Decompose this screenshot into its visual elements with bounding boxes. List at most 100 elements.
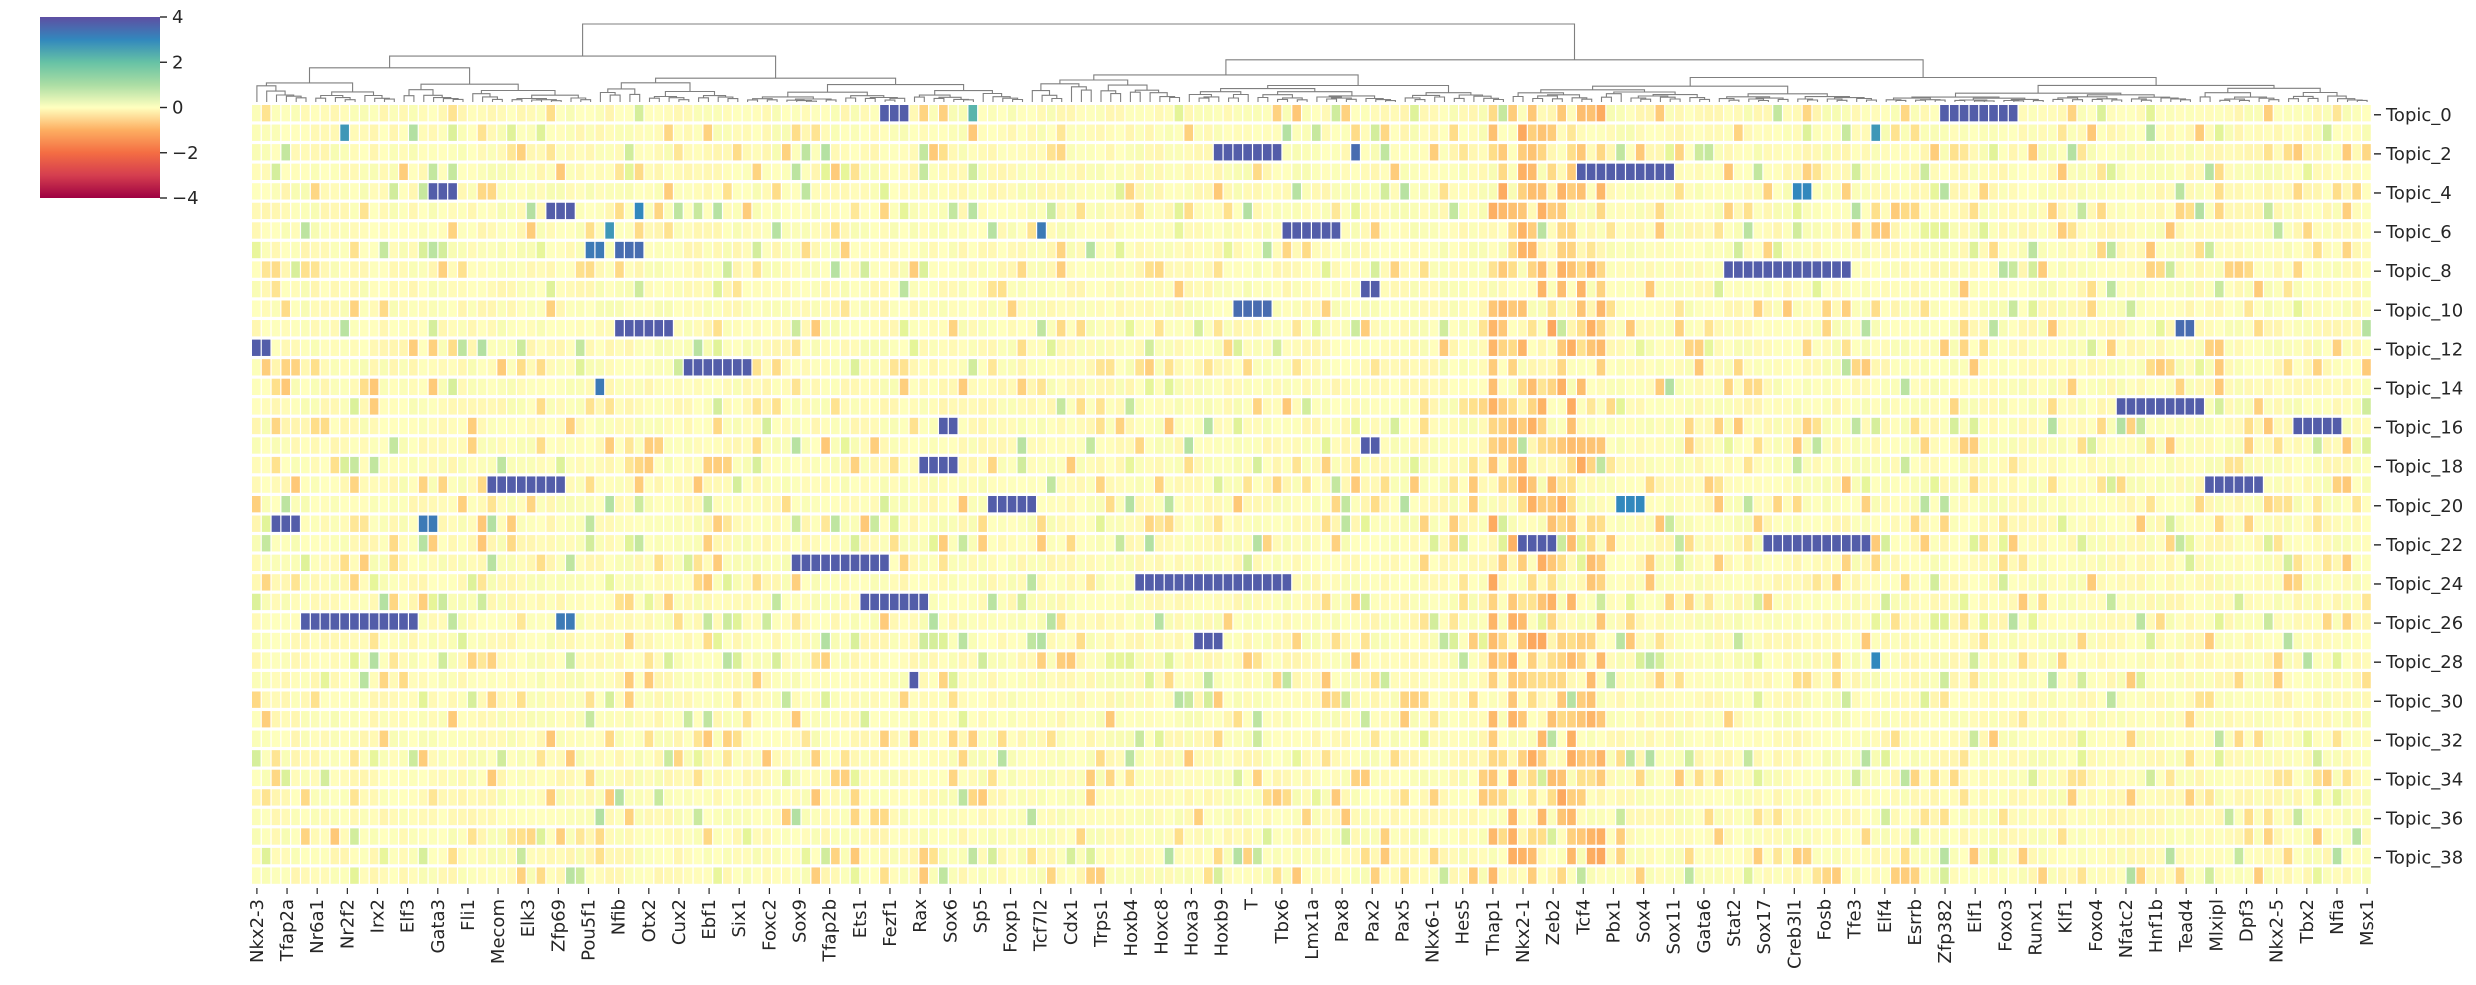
heatmap-cell — [310, 105, 320, 122]
heatmap-cell — [2185, 378, 2195, 396]
heatmap-cell — [1773, 280, 1782, 298]
heatmap-cell — [389, 144, 399, 161]
heatmap-cell — [1969, 124, 1979, 141]
heatmap-cell — [1812, 105, 1822, 122]
heatmap-cell — [1037, 417, 1046, 435]
heatmap-cell — [1498, 476, 1508, 493]
heatmap-cell — [713, 339, 722, 356]
heatmap-cell — [811, 124, 821, 141]
heatmap-cell — [2107, 105, 2116, 122]
heatmap-cell — [301, 124, 310, 141]
heatmap-cell — [615, 378, 624, 396]
heatmap-cell — [1037, 124, 1046, 141]
heatmap-cell — [1527, 241, 1537, 259]
heatmap-cell — [359, 241, 369, 259]
heatmap-cell — [2146, 183, 2155, 200]
heatmap-cell — [2195, 261, 2204, 278]
heatmap-cell — [782, 280, 791, 298]
heatmap-cell — [742, 261, 752, 278]
heatmap-cell — [1979, 261, 1989, 278]
heatmap-cell — [1675, 437, 1684, 454]
heatmap-cell — [526, 144, 536, 161]
heatmap-cell — [1802, 417, 1812, 435]
heatmap-cell — [870, 378, 879, 396]
heatmap-cell — [1253, 105, 1262, 122]
dendrogram-link — [1198, 97, 1210, 102]
heatmap-cell — [281, 202, 291, 220]
heatmap-cell — [379, 105, 389, 122]
heatmap-cell — [1223, 437, 1233, 454]
heatmap-cell — [1547, 222, 1557, 239]
heatmap-cell — [1321, 437, 1331, 454]
heatmap-cell — [664, 280, 673, 298]
heatmap-cell — [497, 163, 506, 180]
heatmap-cell — [703, 183, 713, 200]
heatmap-cell — [1213, 183, 1223, 200]
heatmap-cell — [2087, 202, 2096, 220]
heatmap-cell — [1871, 124, 1881, 141]
heatmap-cell — [271, 515, 281, 532]
heatmap-cell — [2008, 398, 2018, 415]
heatmap-cell — [919, 222, 929, 239]
heatmap-cell — [517, 202, 526, 220]
heatmap-cell — [1900, 476, 1910, 493]
heatmap-cell — [1096, 359, 1105, 376]
heatmap-cell — [1331, 241, 1341, 259]
heatmap-cell — [428, 339, 438, 356]
heatmap-cell — [566, 280, 575, 298]
heatmap-cell — [1282, 183, 1292, 200]
heatmap-cell — [2048, 183, 2057, 200]
heatmap-cell — [271, 280, 281, 298]
heatmap-cell — [1292, 105, 1301, 122]
heatmap-cell — [2156, 241, 2165, 259]
heatmap-cell — [939, 280, 948, 298]
dendrogram-link — [1385, 100, 1396, 102]
heatmap-cell — [2126, 476, 2136, 493]
heatmap-cell — [1616, 339, 1625, 356]
heatmap-cell — [919, 280, 929, 298]
heatmap-cell — [409, 437, 418, 454]
heatmap-cell — [438, 261, 448, 278]
heatmap-cell — [1370, 124, 1380, 141]
heatmap-cell — [1096, 105, 1105, 122]
heatmap-cell — [1547, 339, 1557, 356]
heatmap-cell — [1233, 476, 1243, 493]
heatmap-cell — [1154, 496, 1164, 513]
heatmap-cell — [1773, 144, 1782, 161]
heatmap-cell — [1763, 378, 1773, 396]
heatmap-cell — [1616, 398, 1625, 415]
heatmap-cell — [1194, 359, 1203, 376]
heatmap-cell — [1174, 280, 1184, 298]
heatmap-cell — [379, 144, 389, 161]
heatmap-cell — [1763, 241, 1773, 259]
heatmap-cell — [1567, 417, 1576, 435]
dendrogram-link — [1002, 97, 1019, 102]
heatmap-cell — [448, 241, 457, 259]
dendrogram-link — [805, 100, 817, 102]
heatmap-cell — [2028, 515, 2038, 532]
heatmap-cell — [880, 496, 889, 513]
heatmap-cell — [2224, 105, 2234, 122]
heatmap-cell — [703, 241, 713, 259]
heatmap-cell — [1105, 359, 1115, 376]
heatmap-cell — [683, 183, 693, 200]
heatmap-cell — [2283, 183, 2293, 200]
heatmap-cell — [340, 437, 349, 454]
heatmap-cell — [2244, 320, 2254, 337]
heatmap-cell — [1243, 320, 1252, 337]
heatmap-cell — [1842, 496, 1851, 513]
heatmap-cell — [261, 105, 271, 122]
heatmap-cell — [1341, 300, 1351, 317]
heatmap-cell — [693, 300, 703, 317]
heatmap-cell — [526, 300, 536, 317]
heatmap-cell — [2273, 163, 2283, 180]
heatmap-cell — [1743, 359, 1753, 376]
heatmap-cell — [556, 183, 565, 200]
heatmap-cell — [1096, 183, 1105, 200]
heatmap-cell — [310, 378, 320, 396]
heatmap-cell — [310, 144, 320, 161]
heatmap-cell — [968, 437, 978, 454]
heatmap-cell — [477, 144, 487, 161]
heatmap-cell — [1096, 496, 1105, 513]
heatmap-cell — [1881, 476, 1890, 493]
